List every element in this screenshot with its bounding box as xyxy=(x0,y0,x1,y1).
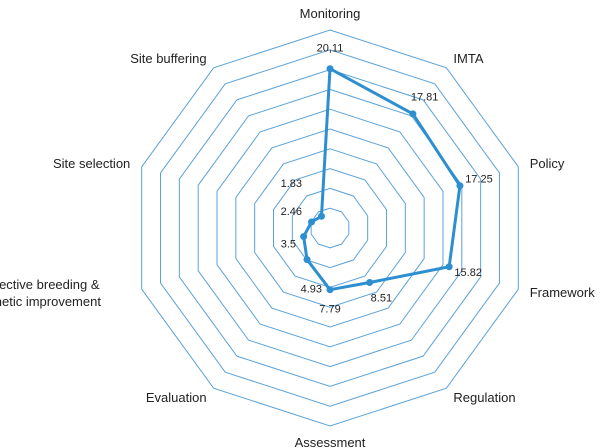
grid-ring xyxy=(310,207,350,249)
category-label: Monitoring xyxy=(299,6,361,21)
category-label: IMTA xyxy=(453,50,484,66)
value-label: 2.46 xyxy=(281,206,302,218)
data-point xyxy=(317,212,325,220)
category-label: Site selection xyxy=(52,155,131,171)
data-point xyxy=(307,218,315,226)
grid-ring xyxy=(178,69,482,387)
value-label: 7.79 xyxy=(319,304,340,316)
data-point xyxy=(326,65,334,73)
grid-ring xyxy=(141,29,519,427)
data-point xyxy=(409,110,417,118)
value-label: 17.25 xyxy=(465,174,493,186)
grid-ring xyxy=(216,108,444,348)
category-label: Evaluation xyxy=(145,390,207,406)
data-point xyxy=(326,286,334,294)
category-label: Framework xyxy=(529,285,595,301)
grid-ring xyxy=(197,88,463,368)
data-point xyxy=(303,256,311,264)
value-label: 4.93 xyxy=(301,283,322,295)
category-label: Selective breeding & genetic improvement xyxy=(0,276,101,309)
grid-ring xyxy=(235,128,425,328)
grid-ring xyxy=(254,148,406,308)
value-label: 15.82 xyxy=(454,267,482,279)
category-label: Site buffering xyxy=(130,50,207,66)
category-label: Policy xyxy=(529,155,565,171)
value-label: 1.83 xyxy=(281,178,302,190)
value-label: 17.81 xyxy=(411,92,439,104)
data-point xyxy=(456,182,464,190)
value-label: 20,11 xyxy=(317,43,344,55)
value-label: 8.51 xyxy=(371,293,392,305)
grid-ring xyxy=(291,187,369,269)
category-label: Regulation xyxy=(453,390,516,406)
category-label: Assessment xyxy=(294,435,366,448)
data-point xyxy=(300,233,308,241)
grid-ring xyxy=(160,49,500,407)
data-point xyxy=(445,263,453,271)
data-point xyxy=(366,279,374,287)
value-label: 3.5 xyxy=(281,238,296,250)
